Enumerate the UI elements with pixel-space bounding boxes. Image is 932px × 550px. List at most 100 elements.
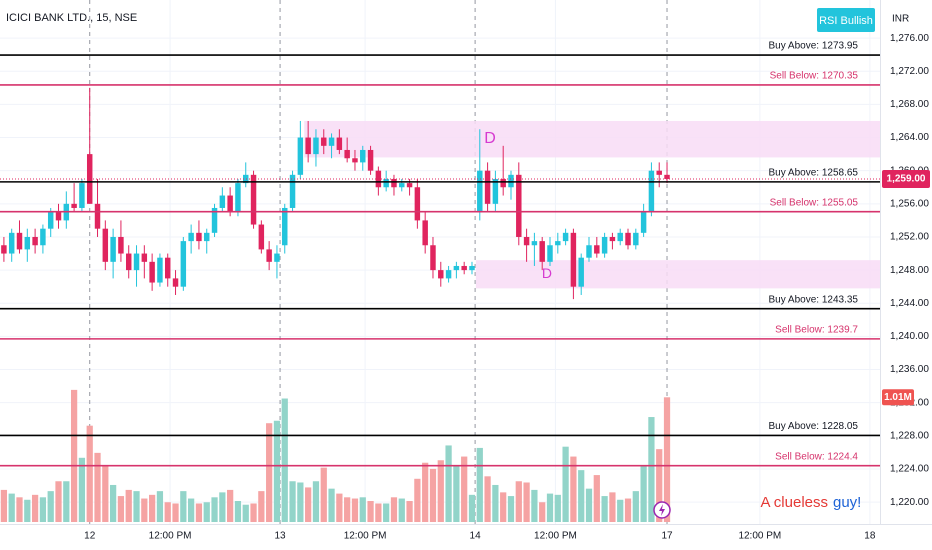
volume-bar (110, 484, 117, 522)
volume-bar (344, 497, 351, 522)
volume-bar (593, 475, 600, 522)
volume-bar (414, 478, 421, 522)
volume-bar (281, 398, 288, 522)
candle-body (211, 207, 218, 233)
x-tick-label: 14 (470, 531, 482, 542)
candle-body (391, 178, 397, 188)
candle-body (344, 149, 350, 159)
candle-body (664, 174, 670, 179)
volume-bar (648, 417, 655, 522)
volume-bar (219, 492, 226, 522)
last-price-badge (882, 169, 930, 188)
candle-body (32, 236, 38, 246)
candle-body (313, 137, 319, 155)
volume-bar (562, 446, 569, 522)
candle-body (461, 265, 467, 271)
volume-bar (406, 501, 413, 522)
x-tick-label: 12 (84, 531, 96, 542)
candle-body (118, 236, 124, 254)
volume-bar (172, 503, 179, 522)
y-tick-label: 1,220.00 (890, 497, 929, 508)
y-tick-label: 1,276.00 (890, 33, 929, 44)
volume-bar (141, 498, 148, 522)
volume-bar (609, 492, 616, 522)
volume-bar (531, 489, 538, 522)
candle-body (484, 170, 491, 204)
volume-bar (78, 457, 86, 522)
volume-bar (476, 447, 483, 522)
candle-body (562, 232, 569, 242)
volume-bar (242, 504, 249, 522)
volume-bar (429, 468, 437, 522)
volume-bar (523, 482, 530, 522)
y-tick-label: 1,256.00 (890, 198, 929, 209)
candle-body (289, 174, 296, 208)
volume-bar (47, 491, 54, 522)
signature-part: A clueless (760, 494, 828, 511)
level-label: Sell Below: 1270.35 (770, 71, 859, 82)
candle-body (8, 232, 15, 254)
event-icon-bolt (659, 504, 665, 516)
y-tick-label: 1,248.00 (890, 265, 929, 276)
signal-badge-bg (817, 8, 875, 32)
candle-body (94, 203, 101, 229)
volume-bar (8, 493, 15, 522)
volume-bar (188, 498, 195, 522)
candle-body (555, 241, 561, 246)
volume-bar (102, 465, 109, 522)
volume-bar (375, 503, 382, 522)
candle-body (438, 270, 444, 279)
candle-body (133, 253, 140, 271)
volume-bar (601, 496, 608, 522)
volume-bar (445, 445, 452, 522)
candle-body (266, 249, 272, 262)
x-tick-label: 12:00 PM (738, 531, 781, 542)
candle-body (601, 236, 608, 254)
x-tick-label: 17 (661, 531, 673, 542)
volume-bar (515, 481, 522, 522)
candle-body (40, 228, 46, 246)
candle-body (477, 170, 483, 213)
volume-bar (164, 502, 171, 522)
zone-label: D (542, 265, 552, 281)
last-volume-badge (882, 389, 914, 406)
volume-bar (258, 491, 265, 522)
x-tick-label: 12:00 PM (344, 531, 387, 542)
volume-bar (94, 452, 101, 522)
candle-body (79, 183, 85, 208)
volume-bar (367, 501, 374, 522)
y-tick-label: 1,252.00 (890, 232, 929, 243)
volume-bar (31, 494, 39, 522)
y-tick-label: 1,268.00 (890, 99, 929, 110)
candle-body (383, 178, 389, 188)
volume-bar (640, 465, 647, 522)
volume-bar (156, 491, 164, 522)
volume-bar (359, 497, 366, 522)
candle-body (430, 245, 436, 271)
volume-bar (484, 476, 491, 522)
volume-bar (24, 499, 31, 522)
volume-bar (570, 456, 577, 522)
candle-body (539, 241, 545, 262)
volume-bar (585, 488, 593, 522)
volume-bar (492, 484, 499, 522)
volume-bar (180, 491, 187, 522)
chart-title: ICICI BANK LTD., 15, NSE (6, 12, 137, 24)
level-label: Buy Above: 1258.65 (768, 168, 858, 179)
x-tick-label: 12:00 PM (534, 531, 577, 542)
candle-body (24, 236, 31, 250)
level-label: Buy Above: 1243.35 (768, 294, 858, 305)
y-tick-label: 1,224.00 (890, 464, 929, 475)
x-tick-label: 18 (864, 531, 876, 542)
y-tick-label: 1,272.00 (890, 66, 929, 77)
candle-body (149, 261, 155, 283)
volume-bar (289, 481, 296, 522)
candle-body (165, 257, 171, 279)
volume-bar (211, 497, 218, 522)
level-label: Sell Below: 1239.7 (775, 325, 858, 336)
level-label: Buy Above: 1228.05 (768, 421, 858, 432)
volume-bar (468, 494, 476, 522)
candle-body (414, 187, 421, 221)
y-tick-label: 1,240.00 (890, 331, 929, 342)
